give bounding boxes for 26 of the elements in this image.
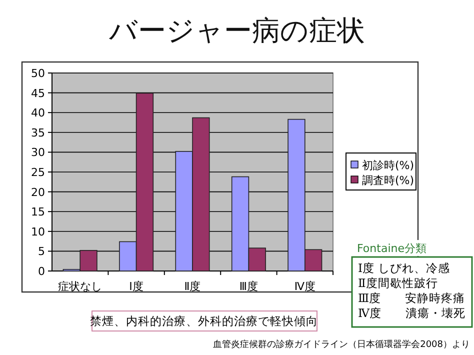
- y-tick-label: 0: [38, 265, 45, 278]
- y-tick-label: 50: [31, 67, 45, 80]
- y-tick-label: 15: [31, 206, 45, 219]
- legend-label: 調査時(%): [362, 174, 414, 187]
- text: Ⅱ度間歇性跛行: [358, 276, 438, 290]
- text: Ⅳ度 潰瘍・壊死: [358, 306, 466, 320]
- y-tick-label: 20: [31, 186, 45, 199]
- x-tick-label: Ⅳ度: [294, 280, 316, 293]
- x-tick-label: Ⅲ度: [239, 280, 258, 293]
- y-tick-label: 45: [31, 86, 45, 100]
- y-tick-label: 25: [31, 166, 45, 179]
- text: 血管炎症候群の診療ガイドライン（日本循環器学会2008）より: [213, 339, 470, 350]
- x-tick-label: Ⅱ度: [184, 280, 201, 293]
- text: Ⅲ度 安静時疼痛: [358, 291, 466, 305]
- y-tick-label: 30: [31, 146, 45, 160]
- chart-title: バージャー病の症状: [108, 14, 365, 47]
- text: Ⅰ度 しびれ、冷感: [358, 261, 450, 275]
- x-tick-label: Ⅰ度: [129, 280, 144, 293]
- y-tick-label: 5: [38, 245, 45, 258]
- y-tick-label: 35: [31, 126, 45, 140]
- legend-label: 初診時(%): [362, 159, 414, 172]
- y-tick-label: 40: [31, 106, 45, 120]
- text: 禁煙、内科的治療、外科的治療で軽快傾向: [90, 314, 318, 328]
- text: Fontaine分類: [357, 242, 426, 255]
- y-tick-label: 10: [31, 225, 45, 238]
- x-tick-label: 症状なし: [58, 280, 102, 293]
